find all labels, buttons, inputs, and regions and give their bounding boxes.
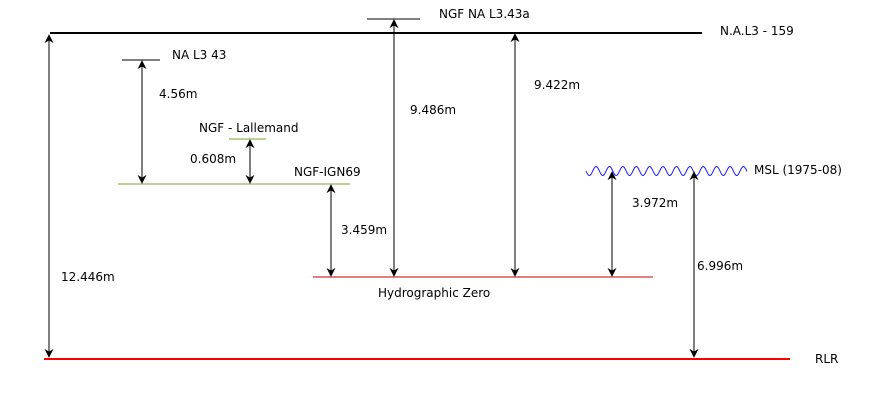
measure-rlr-to-nal3: 12.446m bbox=[61, 270, 115, 284]
measure-lallemand-to-ign69: 0.608m bbox=[190, 152, 236, 166]
nal3-159-label: N.A.L3 - 159 bbox=[720, 24, 794, 38]
ngf-ign69-label: NGF-IGN69 bbox=[294, 165, 361, 179]
hydrographic-zero-label: Hydrographic Zero bbox=[378, 286, 490, 300]
msl-label: MSL (1975-08) bbox=[754, 163, 842, 177]
ngf-lallemand-label: NGF - Lallemand bbox=[199, 121, 299, 135]
rlr-label: RLR bbox=[815, 352, 838, 366]
msl-wave-line bbox=[585, 165, 748, 177]
measure-ngf-na-l343a-to-hydro: 9.486m bbox=[410, 103, 456, 117]
measure-nal3-to-hydro: 9.422m bbox=[534, 78, 580, 92]
measure-msl-to-rlr: 6.996m bbox=[697, 259, 743, 273]
measure-na-l343-to-ign69: 4.56m bbox=[159, 87, 197, 101]
na-l343-label: NA L3 43 bbox=[172, 48, 226, 62]
measure-msl-to-hydro: 3.972m bbox=[632, 196, 678, 210]
ngf-na-l343a-label: NGF NA L3.43a bbox=[439, 7, 530, 21]
measure-ign69-to-hydro: 3.459m bbox=[341, 223, 387, 237]
